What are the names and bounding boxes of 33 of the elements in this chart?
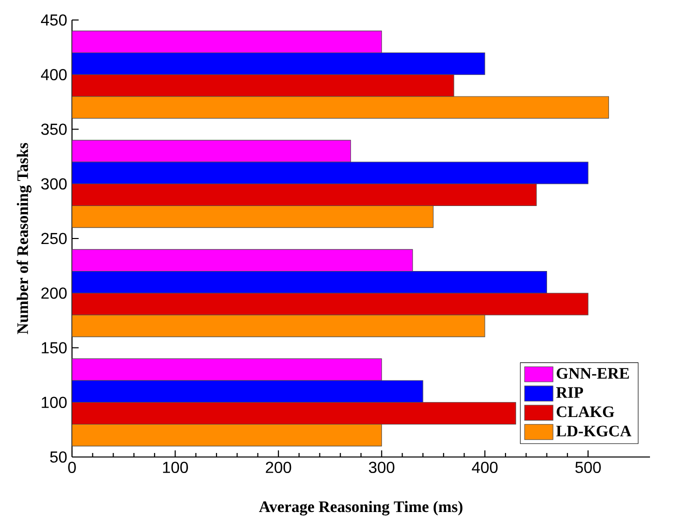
x-tick-label: 0 xyxy=(68,462,76,474)
x-tick-label: 100 xyxy=(163,462,188,474)
bar xyxy=(72,358,382,381)
legend-label: RIP xyxy=(556,387,584,398)
y-tick-label: 150 xyxy=(42,342,67,354)
y-tick-label: 250 xyxy=(41,232,67,244)
bar xyxy=(72,205,434,228)
y-tick-label: 50 xyxy=(50,451,67,463)
bar xyxy=(72,96,609,119)
bar xyxy=(72,140,351,162)
bar xyxy=(72,424,382,446)
bar xyxy=(72,74,454,97)
bar xyxy=(72,184,537,206)
legend-label: GNN-ERE xyxy=(556,368,629,379)
x-tick-label: 200 xyxy=(266,462,292,474)
x-tick-label: 500 xyxy=(575,462,601,474)
y-tick-label: 100 xyxy=(42,396,67,408)
bar xyxy=(72,292,588,316)
x-tick-label: 400 xyxy=(472,462,498,474)
x-axis-title: Average Reasoning Time (ms) xyxy=(259,500,462,516)
y-tick-label: 350 xyxy=(41,124,67,135)
y-tick-label: 400 xyxy=(40,69,67,80)
bar xyxy=(72,402,516,425)
bar xyxy=(72,30,382,54)
y-tick-label: 300 xyxy=(41,178,67,190)
y-tick-label: 450 xyxy=(40,14,67,26)
legend-label: CLAKG xyxy=(556,406,614,418)
x-tick-label: 300 xyxy=(368,462,394,474)
legend-label: LD-KGCA xyxy=(556,426,632,436)
bar xyxy=(72,249,413,272)
y-tick-label: 200 xyxy=(41,288,67,299)
bar xyxy=(72,314,486,338)
y-axis-title: Number of Reasoning Tasks xyxy=(16,142,32,334)
